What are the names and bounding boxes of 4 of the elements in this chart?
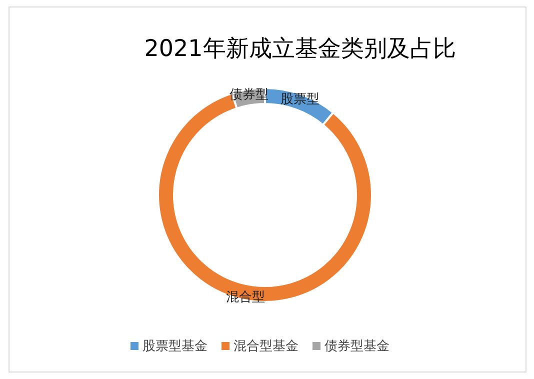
legend-label: 股票型基金 xyxy=(142,339,208,354)
legend-label: 债券型基金 xyxy=(324,339,390,354)
chart-title: 2021年新成立基金类别及占比 xyxy=(144,36,456,62)
legend-label: 混合型基金 xyxy=(234,339,298,354)
